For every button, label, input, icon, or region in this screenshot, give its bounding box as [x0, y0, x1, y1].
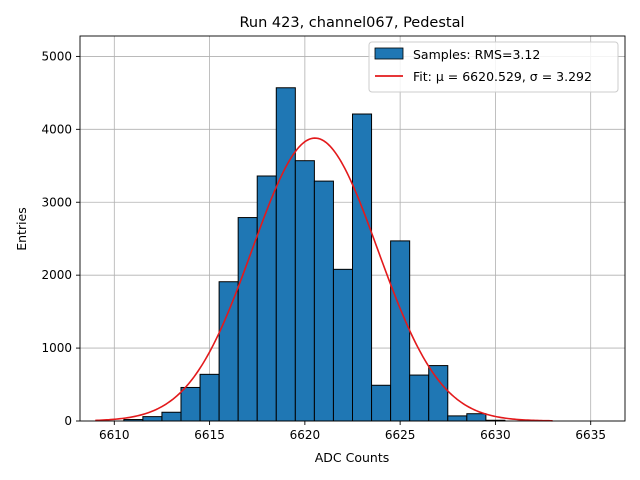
histogram-bar-9 [294, 160, 315, 422]
y-tick-label-3: 3000 [41, 195, 72, 209]
legend: Samples: RMS=3.12 Fit: μ = 6620.529, σ =… [368, 41, 619, 93]
histogram-bar-11 [332, 268, 354, 422]
histogram-bar-6 [237, 217, 258, 422]
x-tick-label-1: 6615 [194, 428, 225, 442]
histogram-bar-13 [371, 384, 392, 422]
ticks-layer: 6610 6615 6620 6625 6630 6635 0 1000 2000 3000 400… [41, 49, 606, 442]
histogram-bar-15 [409, 374, 430, 422]
histogram-bar-2 [161, 411, 182, 422]
histogram-bar-1 [142, 416, 163, 422]
histogram-bar-10 [313, 180, 334, 422]
histogram-bar-12 [352, 113, 373, 422]
histogram-bar-5 [218, 281, 239, 422]
x-tick-label-0: 6610 [99, 428, 130, 442]
y-tick-label-1: 1000 [41, 341, 72, 355]
histogram-bar-16 [428, 365, 449, 422]
histogram-bar-17 [447, 415, 468, 422]
legend-label-samples: Samples: RMS=3.12 [413, 47, 540, 62]
x-tick-label-3: 6625 [385, 428, 416, 442]
x-tick-label-5: 6635 [575, 428, 606, 442]
x-axis-label: ADC Counts [315, 450, 390, 465]
legend-box [368, 41, 619, 93]
plot-frame [79, 35, 626, 422]
y-tick-label-2: 2000 [41, 268, 72, 282]
histogram-bar-7 [256, 175, 277, 422]
histogram-bar-18 [466, 413, 487, 422]
y-tick-label-4: 4000 [41, 122, 72, 136]
x-tick-label-2: 6620 [290, 428, 321, 442]
histogram-bar-14 [390, 240, 411, 422]
y-axis-label: Entries [14, 207, 29, 251]
y-tick-label-0: 0 [64, 414, 72, 428]
histogram-bar-3 [180, 386, 201, 422]
chart-title: Run 423, channel067, Pedestal [239, 15, 464, 31]
fit-curve [95, 137, 553, 422]
legend-swatch-samples [374, 47, 404, 60]
x-tick-label-4: 6630 [480, 428, 511, 442]
legend-label-fit: Fit: μ = 6620.529, σ = 3.292 [413, 69, 592, 84]
histogram-bar-4 [199, 373, 220, 422]
y-tick-label-5: 5000 [41, 49, 72, 63]
histogram-bar-8 [275, 87, 296, 422]
